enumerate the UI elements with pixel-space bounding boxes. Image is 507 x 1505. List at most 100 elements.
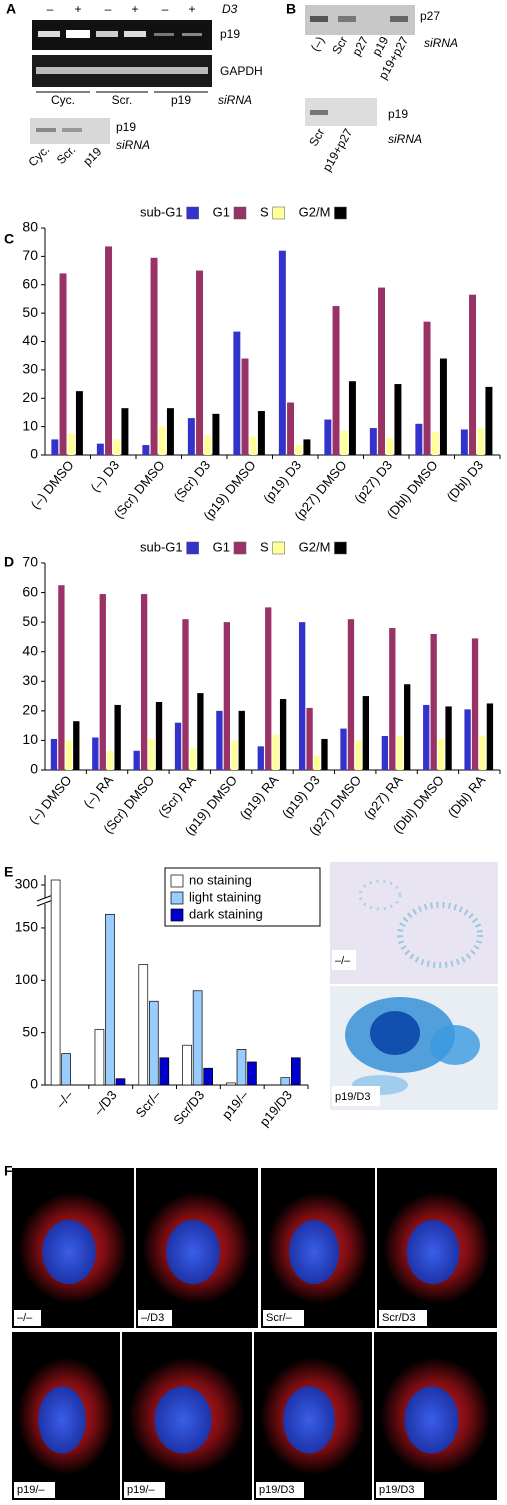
label-box [138, 1310, 172, 1326]
bar [279, 699, 287, 770]
y-tick-label: 80 [22, 219, 38, 235]
nucleus [38, 1386, 86, 1454]
bar [332, 306, 340, 455]
bar [159, 1057, 170, 1086]
bar [324, 419, 332, 455]
bar [386, 437, 394, 455]
bar [96, 443, 104, 455]
lane-label: Cyc. [25, 142, 52, 169]
y-tick-label: 30 [22, 672, 38, 688]
band [338, 16, 356, 22]
label-box [256, 1482, 304, 1498]
bar [138, 964, 149, 1086]
band [310, 110, 328, 115]
bar [355, 740, 362, 770]
bar [298, 622, 306, 770]
image-label: p19/D3 [259, 1484, 294, 1496]
band-label: p27 [420, 9, 440, 23]
bar [148, 738, 155, 770]
legend-label: S [260, 539, 269, 554]
x-tick-label: (–) D3 [87, 457, 122, 494]
panel-e-images: –/– p19/D3 [330, 862, 498, 1110]
bar [437, 738, 445, 770]
bar [113, 439, 121, 455]
legend-swatch [334, 541, 347, 555]
legend-label: sub-G1 [140, 539, 183, 554]
x-tick-label: p19/D3 [257, 1087, 295, 1129]
label-box [332, 1086, 380, 1106]
bar [92, 737, 99, 770]
bar [216, 710, 223, 770]
bar [389, 628, 396, 770]
band-label: p19 [388, 107, 408, 121]
group-label: Cyc. [51, 93, 75, 107]
band [390, 16, 408, 22]
label-box [332, 950, 356, 970]
lane-sign: – [162, 2, 169, 16]
bar [197, 693, 204, 770]
legend-swatch [170, 874, 184, 888]
bar [192, 990, 203, 1086]
bar [362, 696, 370, 770]
legend-label: G1 [213, 204, 230, 219]
y-tick-label: 0 [30, 446, 38, 462]
bar [477, 428, 485, 455]
bar [460, 429, 468, 455]
bar [278, 250, 286, 455]
bar [423, 704, 430, 770]
lane-sign: – [105, 2, 112, 16]
image-label: p19/– [17, 1484, 45, 1496]
band [38, 31, 60, 37]
bar [431, 432, 439, 455]
cell-stain [370, 1011, 420, 1055]
bar [75, 391, 83, 455]
x-tick-label: (Scr) RA [155, 772, 199, 820]
y-tick-label: 40 [22, 642, 38, 658]
bar [394, 384, 402, 455]
bar [107, 750, 114, 770]
bar [404, 684, 411, 770]
x-tick-label: (p19) D3 [260, 457, 304, 505]
bar [61, 1053, 71, 1086]
y-tick-label: 70 [22, 247, 38, 263]
y-tick-label: 50 [22, 304, 38, 320]
nucleus [283, 1386, 335, 1454]
treatment-label: D3 [222, 2, 238, 16]
bar [105, 913, 115, 1086]
legend-label: sub-G1 [140, 204, 183, 219]
y-tick-label: 10 [22, 731, 38, 747]
legend-swatch [186, 541, 199, 555]
group-label: p19 [171, 93, 191, 107]
bar [133, 750, 140, 770]
bar [295, 445, 303, 455]
y-tick-label: 300 [15, 876, 39, 892]
x-tick-label: (p19) RA [236, 772, 281, 822]
nucleus [288, 1220, 340, 1284]
legend-label: dark staining [189, 906, 263, 921]
legend-label: light staining [189, 889, 261, 904]
x-tick-label: p19/– [219, 1087, 252, 1122]
bar [340, 430, 348, 455]
axis-break [36, 899, 54, 907]
panel-letter: D [4, 554, 14, 570]
axis-break [36, 894, 54, 902]
method-label: siRNA [388, 132, 422, 146]
lane-sign: + [131, 2, 138, 16]
bar [158, 426, 166, 455]
x-tick-label: Scr/– [133, 1087, 164, 1120]
legend-swatch [233, 541, 247, 555]
band-label: p19 [116, 120, 136, 134]
y-tick-label: 70 [22, 554, 38, 570]
bar [287, 402, 295, 455]
label-box [263, 1310, 304, 1326]
lane-sign: + [74, 2, 81, 16]
y-tick-label: 0 [30, 761, 38, 777]
legend-swatch [233, 206, 247, 220]
label-box [14, 1310, 41, 1326]
image-label: p19/– [127, 1484, 155, 1496]
bar [140, 594, 148, 770]
panel-letter: A [6, 1, 16, 17]
lane-sign: + [188, 2, 195, 16]
bar [290, 1057, 301, 1086]
lane-label: Scr [329, 34, 350, 57]
